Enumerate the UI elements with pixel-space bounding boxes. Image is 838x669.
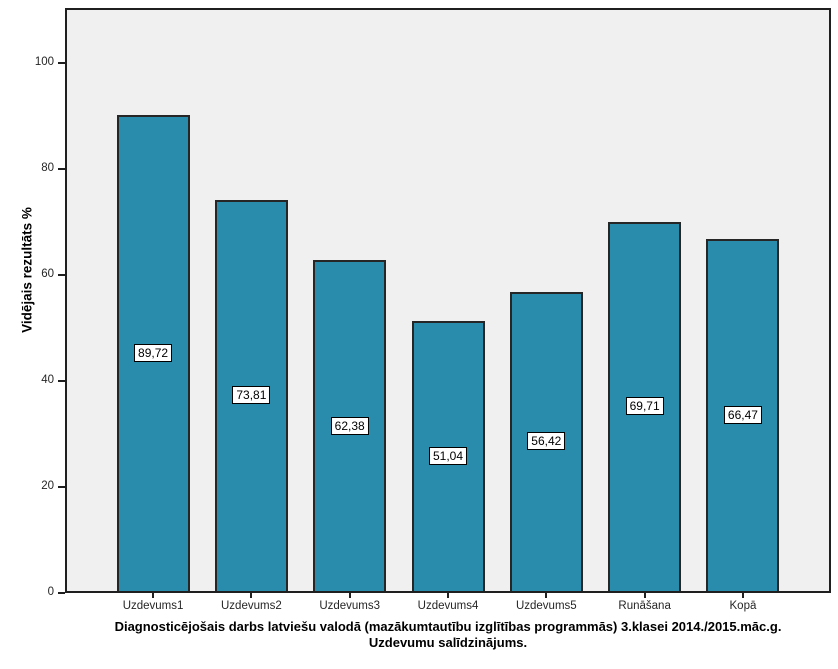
- x-axis-tick: [545, 593, 548, 598]
- y-tick-label: 80: [41, 162, 54, 174]
- y-tick-label: 0: [47, 586, 54, 598]
- x-tick-label: Uzdevums4: [417, 600, 479, 612]
- bar-value-label: 89,72: [134, 344, 173, 363]
- y-axis-tick: [58, 62, 65, 64]
- plot-area: 89,72 73,81 62,38 51,04 56,42 69,71 66,47: [65, 8, 831, 593]
- bar-value-label: 56,42: [527, 432, 566, 451]
- x-axis-tick: [447, 593, 449, 598]
- x-axis-tick: [250, 593, 253, 598]
- x-axis-tick: [348, 593, 351, 598]
- y-axis-tick: [58, 168, 65, 170]
- y-axis-tick: [58, 486, 65, 488]
- y-tick-label: 20: [41, 480, 54, 492]
- y-axis-tick: [58, 274, 65, 276]
- y-tick-label: 100: [34, 56, 54, 68]
- x-axis-tick: [152, 593, 155, 598]
- x-axis-tick: [643, 593, 646, 598]
- y-axis-tick: [58, 592, 65, 594]
- bar-value-label: 69,71: [625, 397, 664, 416]
- chart-title-line1: Diagnosticējošais darbs latviešu valodā …: [114, 619, 782, 634]
- x-tick-label: Uzdevums1: [122, 600, 184, 612]
- y-tick-label: 60: [41, 268, 54, 280]
- chart-title-line2: Uzdevumu salīdzinājums.: [368, 634, 528, 650]
- x-tick-label: Uzdevums5: [515, 600, 577, 612]
- bar-value-label: 73,81: [232, 386, 271, 405]
- x-tick-label: Uzdevums2: [221, 600, 282, 612]
- bar-value-label: 51,04: [428, 446, 468, 465]
- bar-value-label: 62,38: [330, 416, 369, 435]
- x-tick-label: Kopā: [729, 600, 757, 612]
- x-tick-label: Runāšana: [618, 600, 671, 612]
- x-tick-label: Uzdevums3: [319, 600, 381, 612]
- bar-value-label: 66,47: [723, 405, 762, 424]
- y-tick-label: 40: [41, 374, 54, 386]
- chart-title: Diagnosticējošais darbs latviešu valodā …: [65, 619, 831, 650]
- x-axis-tick: [741, 593, 744, 598]
- y-axis-tick: [58, 380, 65, 382]
